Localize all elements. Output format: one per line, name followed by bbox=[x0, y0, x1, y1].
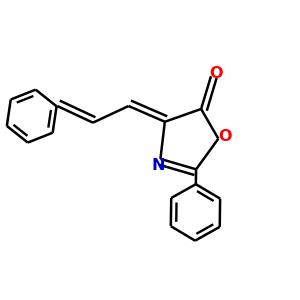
Text: O: O bbox=[209, 66, 222, 81]
Text: N: N bbox=[151, 158, 165, 173]
Text: O: O bbox=[218, 129, 232, 144]
